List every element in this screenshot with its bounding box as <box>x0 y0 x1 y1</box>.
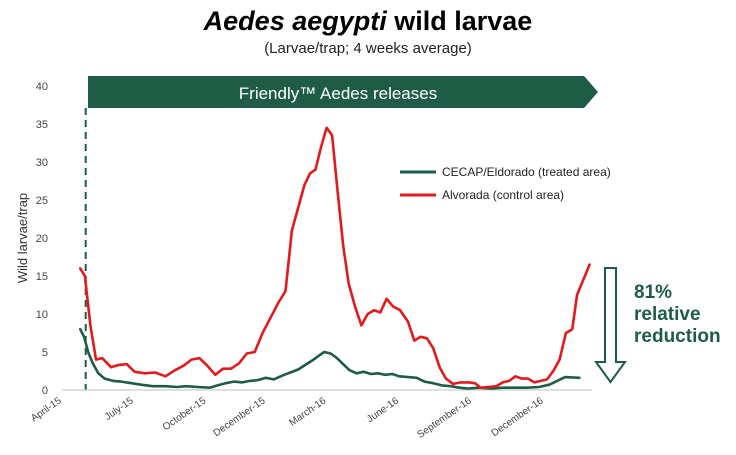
chart-header: Aedes aegypti wild larvae (Larvae/trap; … <box>0 4 736 57</box>
y-tick-label: 5 <box>42 347 48 359</box>
release-banner: Friendly™ Aedes releases <box>88 76 598 108</box>
chart-title-rest: wild larvae <box>386 6 533 36</box>
y-tick-label: 25 <box>36 195 48 207</box>
release-banner-arrow <box>88 76 598 108</box>
y-axis-label: Wild larvae/trap <box>15 193 30 283</box>
y-tick-label: 0 <box>42 385 48 397</box>
reduction-percent: 81% <box>634 282 672 303</box>
x-tick-label: December-15 <box>212 395 268 439</box>
series-line-control <box>78 126 591 389</box>
legend-label: CECAP/Eldorado (treated area) <box>442 165 611 179</box>
x-tick-label: December-16 <box>490 395 546 439</box>
reduction-word-relative: relative <box>634 304 701 325</box>
y-tick-label: 40 <box>36 81 48 93</box>
series-lines <box>78 126 591 390</box>
reduction-annotation: 81% relative reduction <box>594 267 721 384</box>
reduction-word-reduction: reduction <box>634 326 721 347</box>
chart-title: Aedes aegypti wild larvae <box>0 4 736 38</box>
chart-subtitle: (Larvae/trap; 4 weeks average) <box>264 40 472 57</box>
release-banner-label: Friendly™ Aedes releases <box>239 84 437 103</box>
x-tick-label: July-15 <box>103 395 136 423</box>
y-tick-label: 30 <box>36 157 48 169</box>
x-axis: April-15 July-15 October-15 December-15 Marc… <box>29 389 592 441</box>
y-axis: 0 5 10 15 20 25 30 35 40 <box>36 81 48 397</box>
x-tick-label: September-16 <box>415 395 474 441</box>
x-tick-label: June-16 <box>365 395 401 425</box>
y-tick-label: 35 <box>36 119 48 131</box>
x-tick-label: October-15 <box>161 395 209 433</box>
legend-label: Alvorada (control area) <box>442 188 564 202</box>
legend: CECAP/Eldorado (treated area) Alvorada (c… <box>400 165 611 202</box>
chart-title-species: Aedes aegypti <box>203 6 387 36</box>
y-tick-label: 15 <box>36 271 48 283</box>
series-line-treated <box>78 327 581 390</box>
y-tick-label: 20 <box>36 233 48 245</box>
x-tick-label: April-15 <box>29 395 64 424</box>
reduction-arrow-icon <box>594 267 627 384</box>
x-tick-label: March-16 <box>287 395 328 428</box>
y-tick-label: 10 <box>36 309 48 321</box>
